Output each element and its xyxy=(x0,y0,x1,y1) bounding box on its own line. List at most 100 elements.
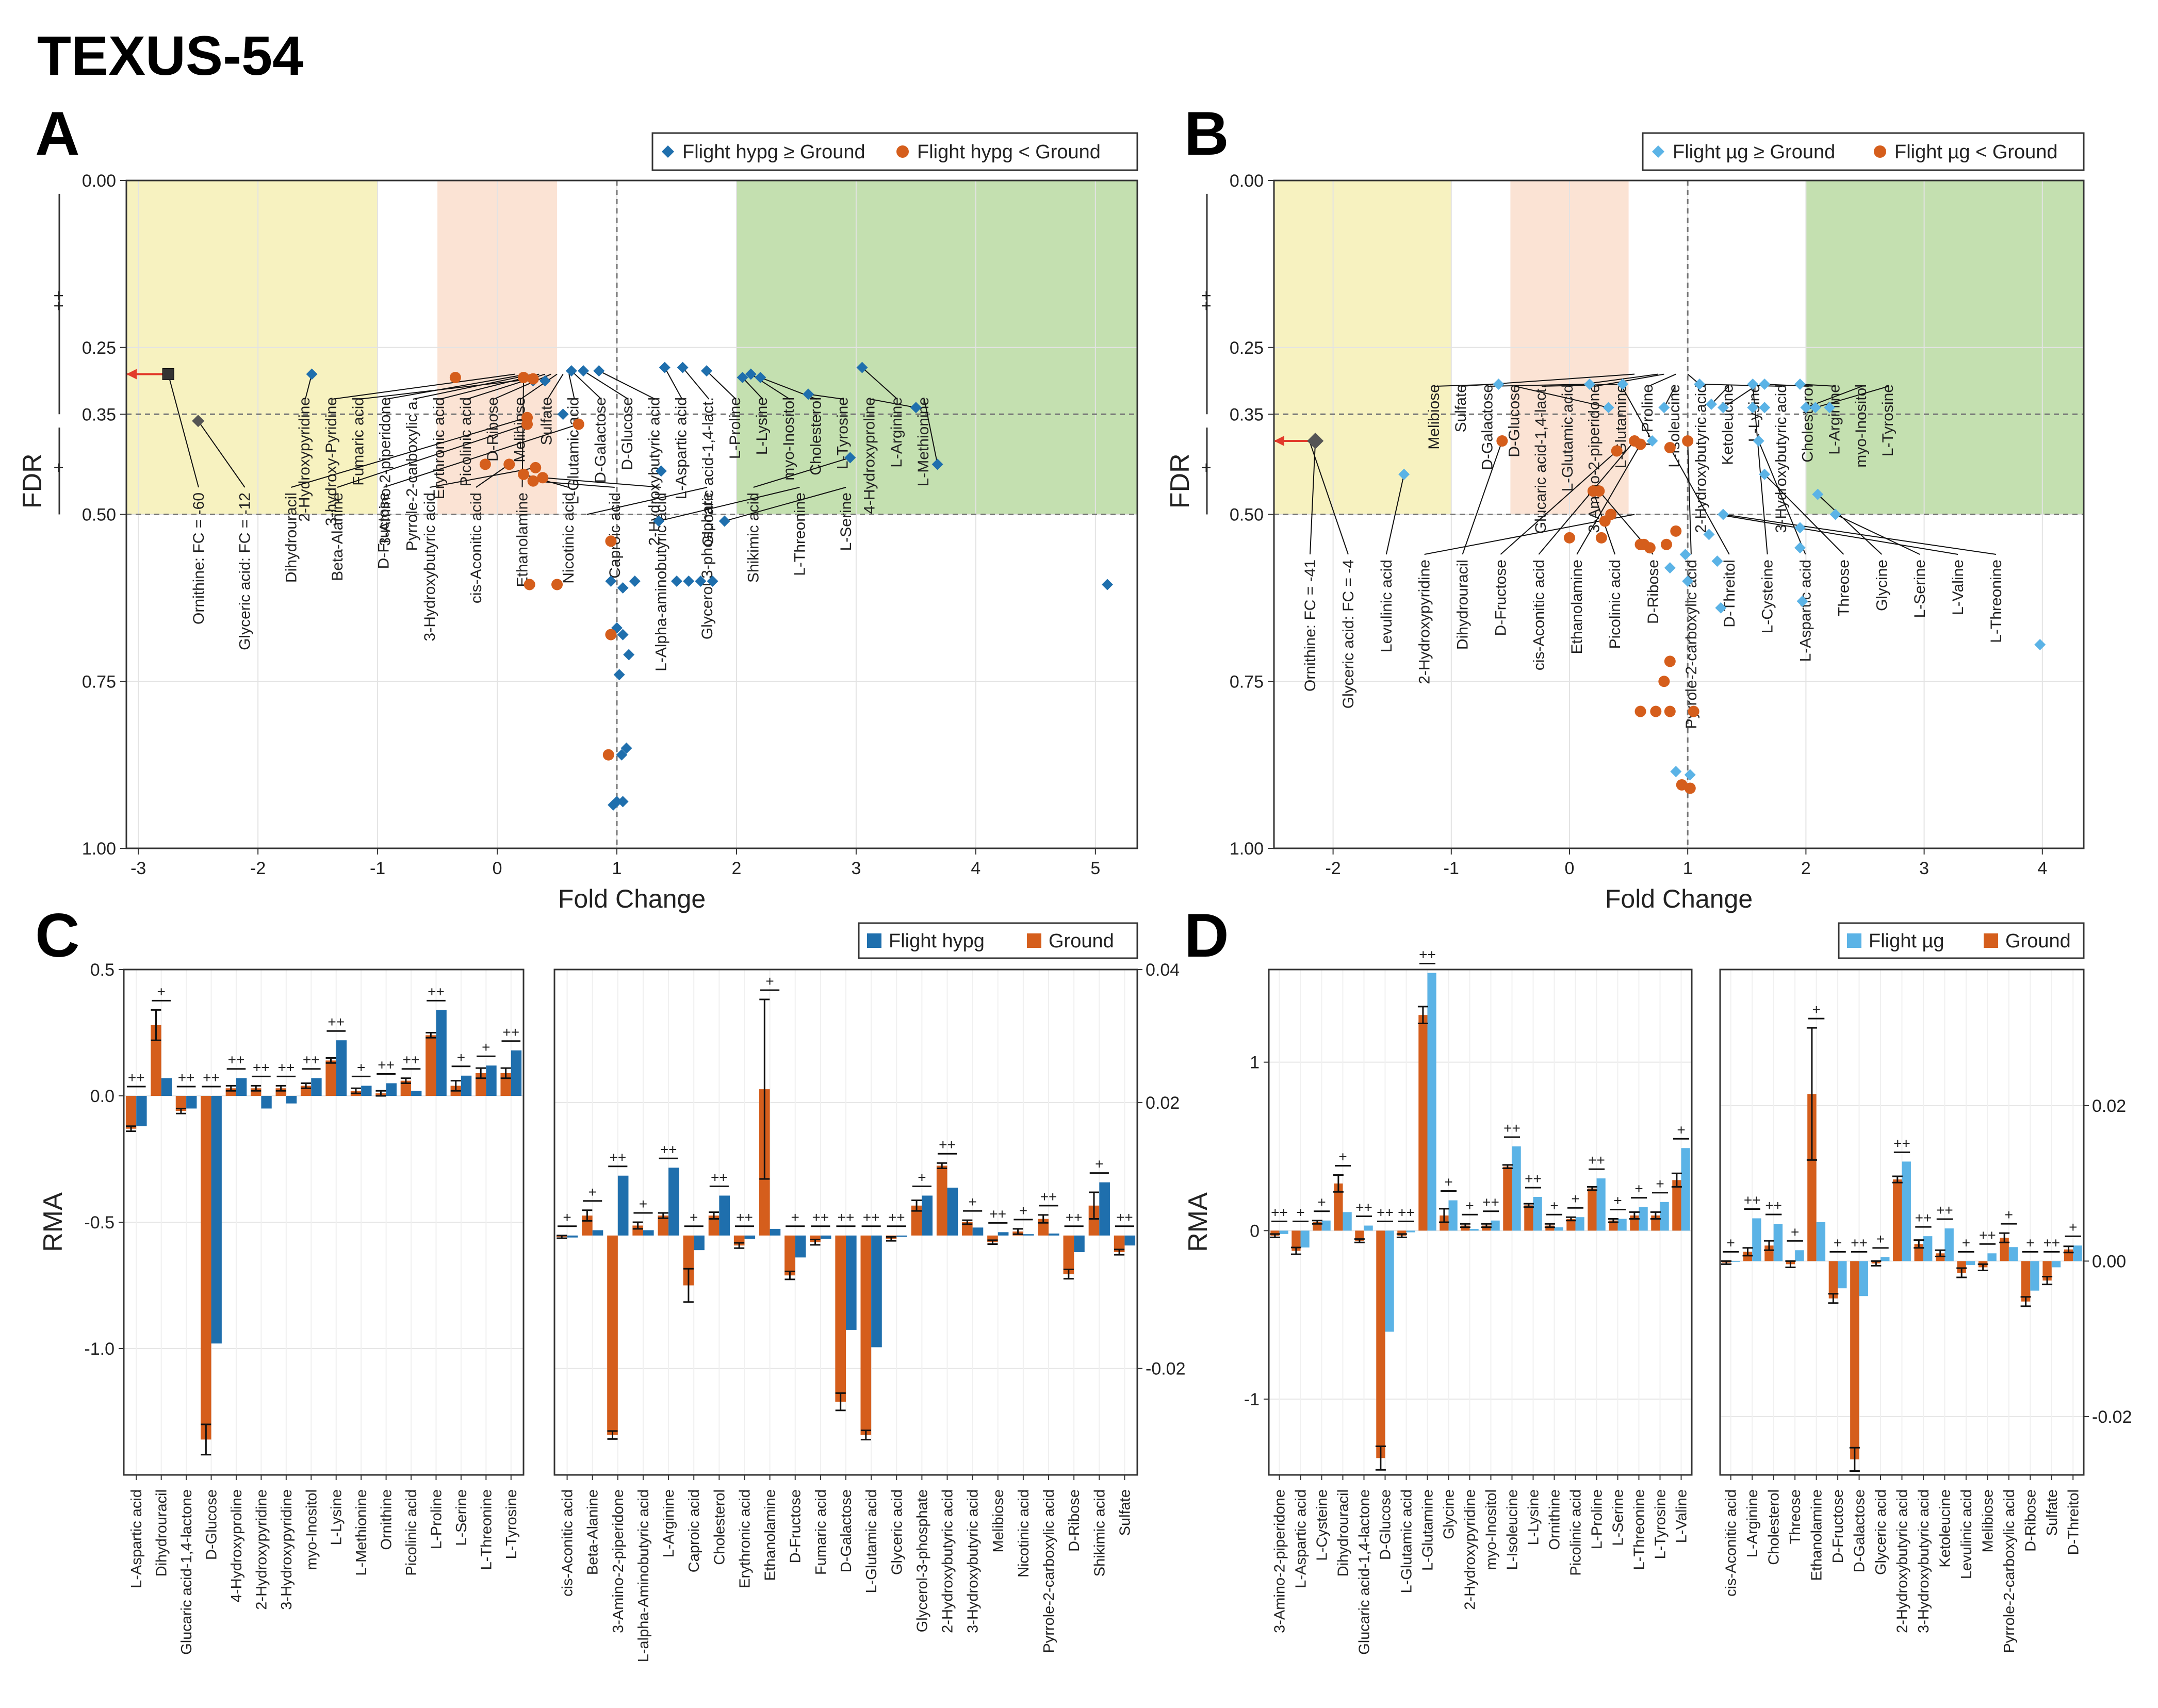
bar-ground xyxy=(1291,1230,1301,1251)
point-diamond xyxy=(707,576,718,587)
legend-swatch xyxy=(1984,933,1998,948)
significance-mark: + xyxy=(1465,1197,1474,1213)
x-tick-label: 2 xyxy=(1801,859,1811,878)
significance-mark: ++ xyxy=(1744,1192,1761,1208)
category-label: Threose xyxy=(1787,1489,1804,1544)
category-label: Cholesterol xyxy=(1766,1489,1783,1565)
point-diamond xyxy=(655,465,667,477)
category-label: Shikimic acid xyxy=(1091,1489,1108,1576)
x-tick-label: 3 xyxy=(1919,859,1929,878)
significance-mark: + xyxy=(1812,1001,1820,1017)
leader-line xyxy=(1687,441,1692,555)
bar-ground xyxy=(1807,1094,1817,1261)
point-diamond xyxy=(620,742,632,754)
point-circle xyxy=(1644,542,1656,554)
significance-mark: ++ xyxy=(49,290,69,311)
significance-mark: + xyxy=(1444,1174,1452,1190)
special-point-diamond xyxy=(192,415,205,428)
significance-mark: ++ xyxy=(838,1209,855,1225)
x-tick-label: -2 xyxy=(1325,859,1340,878)
significance-mark: ++ xyxy=(1851,1235,1868,1251)
significance-mark: ++ xyxy=(1765,1197,1782,1213)
bar-flight xyxy=(2073,1245,2082,1261)
point-diamond xyxy=(1715,602,1727,614)
bar-flight xyxy=(1944,1228,1954,1261)
significance-mark: + xyxy=(1727,1235,1735,1251)
category-label: L-Glutamine xyxy=(1420,1489,1436,1571)
bar-flight xyxy=(1575,1217,1584,1231)
panel-d-right-bars: +cis-Aconitic acid++L-Arginine++Choleste… xyxy=(1719,968,2132,1653)
significance-mark: + xyxy=(1613,1192,1622,1208)
leader-line xyxy=(1488,383,1590,387)
point-circle xyxy=(1688,705,1699,717)
point-label: 2-Hydroxypyridine xyxy=(1416,560,1433,684)
point-circle xyxy=(1664,705,1676,717)
bar-flight xyxy=(1023,1234,1034,1236)
bar-flight xyxy=(1427,973,1436,1231)
category-label: 2-Hydroxypyridine xyxy=(1462,1489,1479,1610)
category-label: D-Glucose xyxy=(204,1489,220,1560)
category-label: L-Tyrosine xyxy=(1653,1489,1669,1559)
panel-a-volcano: -3 -2 -1 0 1 2 3 4 50.000.250.350.500.751.00+++F… xyxy=(18,171,1138,913)
leader-line xyxy=(742,377,763,400)
legend-box xyxy=(1838,922,2085,959)
point-diamond xyxy=(1102,579,1114,590)
point-diamond xyxy=(677,362,689,373)
significance-mark: ++ xyxy=(1503,1120,1521,1136)
leader-line xyxy=(1764,474,1844,555)
point-label: L-Methionine xyxy=(915,397,932,486)
category-label: Caproic acid xyxy=(686,1489,702,1572)
y-tick-label: 1.00 xyxy=(1230,839,1264,859)
point-diamond xyxy=(1664,562,1676,574)
category-label: Nicotinic acid xyxy=(1016,1489,1032,1578)
category-label: Glycine xyxy=(1441,1489,1458,1539)
point-diamond xyxy=(683,576,695,587)
category-label: L-Isoleucine xyxy=(1505,1489,1521,1570)
category-label: Sulfate xyxy=(2044,1489,2061,1536)
category-label: L-Proline xyxy=(428,1489,445,1549)
legend-label: Flight hypg xyxy=(889,930,985,952)
significance-mark: ++ xyxy=(1915,1210,1932,1226)
point-label: D-Threitol xyxy=(1721,560,1738,628)
significance-mark: + xyxy=(457,1049,465,1065)
bar-flight xyxy=(1966,1261,1975,1265)
panel-label-b: B xyxy=(1184,99,1229,168)
leader-line xyxy=(332,373,515,400)
category-label: L-Valine xyxy=(1674,1489,1690,1543)
significance-mark: + xyxy=(1019,1203,1027,1219)
x-tick-label: 2 xyxy=(731,859,741,878)
point-diamond xyxy=(755,372,766,384)
point-circle xyxy=(521,418,533,430)
point-label: Caproic acid xyxy=(607,492,624,579)
category-label: Glucaric acid-1,4-lactone xyxy=(178,1489,195,1655)
significance-mark: + xyxy=(765,973,774,989)
bar-ground xyxy=(784,1235,795,1276)
point-label: Ornithine: FC = -41 xyxy=(1302,560,1319,692)
y-axis-title: RMA xyxy=(38,1192,68,1252)
point-label: Picolinic acid xyxy=(457,397,475,486)
bar-flight xyxy=(1448,1200,1458,1231)
bar-flight xyxy=(211,1096,222,1344)
panel-label-d: D xyxy=(1184,901,1229,970)
bar-ground xyxy=(860,1235,872,1435)
bar-ground xyxy=(936,1165,947,1236)
leader-line xyxy=(1758,440,1806,555)
point-label: Glycine xyxy=(1873,560,1890,611)
bar-ground xyxy=(1936,1253,1945,1261)
point-circle xyxy=(1664,655,1676,667)
bar-ground xyxy=(683,1235,694,1286)
category-label: 3-Amino-2-piperidone xyxy=(610,1489,627,1633)
leader-line xyxy=(430,467,536,488)
point-diamond xyxy=(803,388,814,400)
legend-swatch xyxy=(1847,933,1861,948)
y-tick-label: 0.04 xyxy=(1146,960,1180,980)
significance-mark: + xyxy=(968,1194,976,1210)
category-label: Ketoleucine xyxy=(1937,1489,1953,1568)
significance-mark: ++ xyxy=(989,1206,1006,1222)
point-label: Sulfate xyxy=(1452,384,1469,432)
point-circle xyxy=(1682,435,1694,447)
bar-flight xyxy=(770,1228,781,1236)
y-tick-label: -0.5 xyxy=(84,1213,115,1233)
point-diamond xyxy=(1759,402,1771,414)
bar-flight xyxy=(820,1235,831,1239)
